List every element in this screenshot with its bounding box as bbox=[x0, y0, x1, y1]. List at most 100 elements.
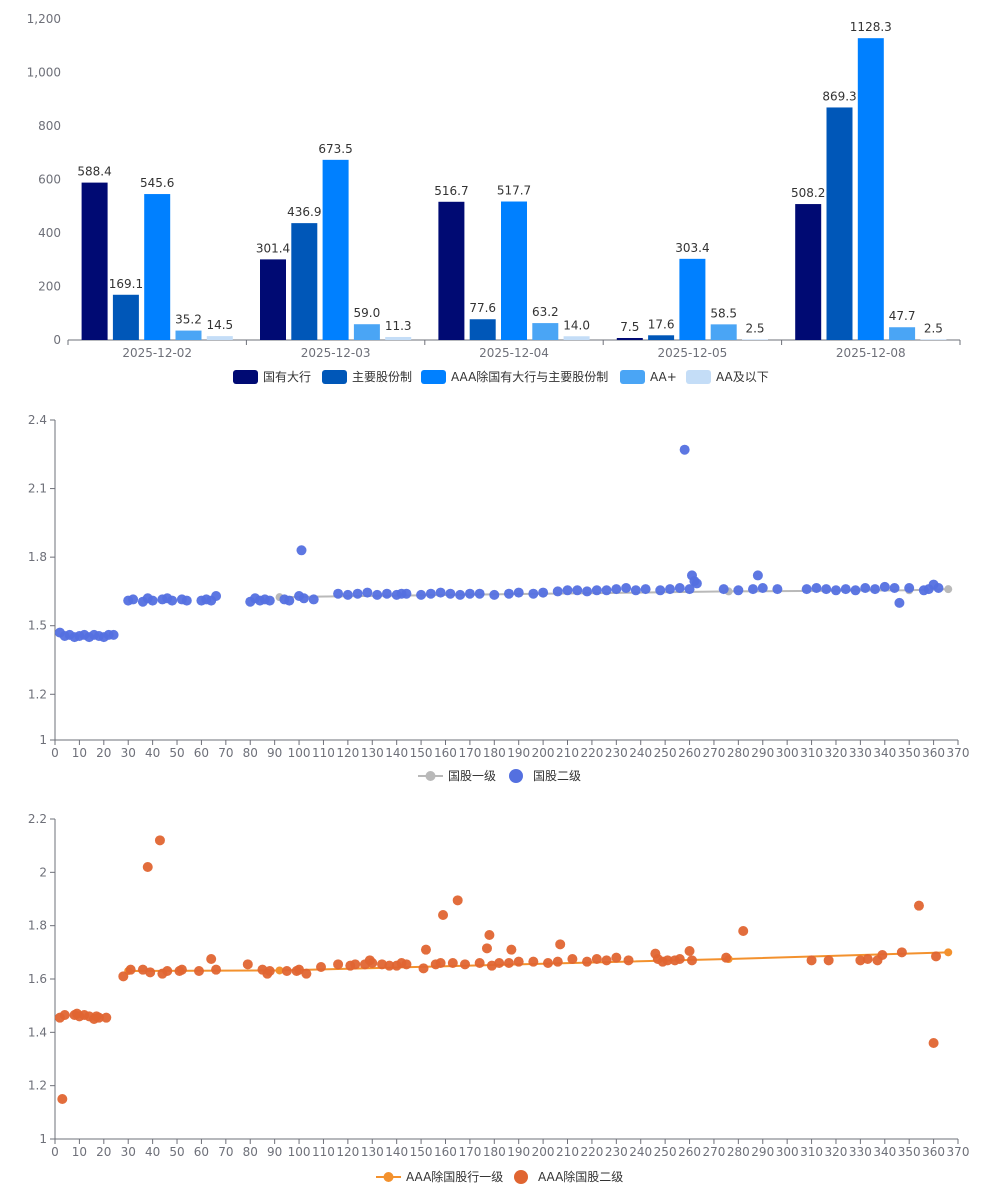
scatter-point bbox=[823, 955, 834, 966]
x-tick-label: 180 bbox=[483, 1145, 506, 1159]
legend-marker bbox=[425, 771, 436, 781]
scatter-point bbox=[665, 584, 676, 595]
x-tick-label: 2025-12-05 bbox=[658, 346, 728, 360]
legend-marker bbox=[383, 1172, 394, 1182]
scatter-point bbox=[452, 895, 463, 906]
x-tick-label: 0 bbox=[51, 746, 59, 760]
scatter-point bbox=[528, 588, 539, 599]
bar-data-label: 545.6 bbox=[140, 176, 174, 190]
y-tick-label: 1.2 bbox=[28, 687, 47, 701]
scatter-point bbox=[538, 587, 549, 598]
x-tick-label: 320 bbox=[825, 1145, 848, 1159]
legend-label: AAA除国股二级 bbox=[538, 1169, 623, 1184]
x-tick-label: 60 bbox=[194, 746, 209, 760]
scatter-point bbox=[591, 585, 602, 596]
x-tick-label: 260 bbox=[678, 1145, 701, 1159]
scatter-point bbox=[435, 587, 446, 598]
bar-data-label: 7.5 bbox=[620, 320, 639, 334]
scatter-point bbox=[118, 971, 129, 982]
bar-data-label: 1128.3 bbox=[850, 20, 892, 34]
x-tick-label: 60 bbox=[194, 1145, 209, 1159]
y-tick-label: 1.8 bbox=[28, 550, 47, 564]
x-tick-label: 30 bbox=[121, 746, 136, 760]
bar-1-2025-12-02 bbox=[81, 182, 108, 340]
x-tick-label: 50 bbox=[169, 746, 184, 760]
scatter-point bbox=[513, 587, 524, 598]
x-tick-label: 140 bbox=[385, 1145, 408, 1159]
legend-label: 国股二级 bbox=[533, 769, 581, 783]
scatter-point bbox=[623, 955, 634, 966]
scatter-point bbox=[757, 583, 768, 593]
scatter-point bbox=[193, 966, 204, 976]
scatter-point bbox=[718, 584, 729, 595]
scatter-point bbox=[662, 955, 673, 966]
bar-1-2025-12-05 bbox=[616, 337, 643, 340]
scatter-point bbox=[167, 595, 178, 606]
x-tick-label: 300 bbox=[776, 746, 799, 760]
bar-data-label: 11.3 bbox=[385, 319, 412, 333]
x-tick-label: 320 bbox=[825, 746, 848, 760]
x-tick-label: 110 bbox=[312, 746, 335, 760]
x-tick-label: 290 bbox=[751, 1145, 774, 1159]
legend-swatch bbox=[620, 370, 645, 384]
scatter-point bbox=[621, 583, 632, 593]
x-tick-label: 200 bbox=[532, 1145, 555, 1159]
x-tick-label: 300 bbox=[776, 1145, 799, 1159]
scatter-point bbox=[503, 958, 514, 968]
x-tick-label: 350 bbox=[898, 1145, 921, 1159]
x-tick-label: 220 bbox=[580, 1145, 603, 1159]
scatter-point bbox=[691, 578, 702, 589]
bar-3-2025-12-05 bbox=[679, 258, 706, 340]
scatter-point bbox=[860, 583, 871, 593]
x-tick-label: 280 bbox=[727, 1145, 750, 1159]
scatter-point bbox=[474, 588, 485, 599]
x-tick-label: 220 bbox=[580, 746, 603, 760]
x-tick-label: 160 bbox=[434, 1145, 457, 1159]
x-tick-label: 170 bbox=[458, 1145, 481, 1159]
scatter-point bbox=[425, 588, 436, 599]
legend-swatch bbox=[233, 370, 258, 384]
y-tick-label: 1.6 bbox=[28, 972, 47, 986]
x-tick-label: 260 bbox=[678, 746, 701, 760]
scatter-point bbox=[59, 1010, 70, 1020]
scatter-point bbox=[679, 444, 690, 455]
scatter-point bbox=[352, 588, 363, 599]
bar-data-label: 35.2 bbox=[175, 313, 202, 327]
trend-point bbox=[944, 948, 953, 957]
scatter-point bbox=[211, 591, 222, 601]
scatter-point bbox=[611, 584, 622, 595]
scatter-point bbox=[445, 588, 456, 599]
x-tick-label: 230 bbox=[605, 1145, 628, 1159]
x-tick-label: 240 bbox=[629, 746, 652, 760]
x-tick-label: 2025-12-04 bbox=[479, 346, 549, 360]
bar-data-label: 63.2 bbox=[532, 305, 559, 319]
scatter-point bbox=[455, 589, 466, 600]
scatter-point bbox=[460, 959, 471, 970]
scatter-point bbox=[542, 958, 553, 968]
scatter-point bbox=[552, 956, 563, 967]
scatter-point bbox=[928, 1038, 939, 1048]
bar-2-2025-12-04 bbox=[469, 319, 496, 340]
x-tick-label: 360 bbox=[922, 1145, 945, 1159]
x-tick-label: 340 bbox=[873, 1145, 896, 1159]
scatter-point bbox=[416, 589, 427, 600]
scatter-point bbox=[372, 589, 383, 600]
scatter-point bbox=[752, 570, 763, 581]
x-tick-label: 70 bbox=[218, 1145, 233, 1159]
x-tick-label: 360 bbox=[922, 746, 945, 760]
bar-data-label: 14.5 bbox=[206, 318, 233, 332]
scatter-point bbox=[294, 964, 305, 975]
scatter-point bbox=[367, 958, 378, 968]
x-tick-label: 330 bbox=[849, 1145, 872, 1159]
scatter-point bbox=[154, 835, 165, 846]
bar-3-2025-12-08 bbox=[857, 38, 884, 340]
bar-5-2025-12-08 bbox=[920, 339, 947, 340]
x-tick-label: 2025-12-02 bbox=[122, 346, 192, 360]
y-tick-label: 1.5 bbox=[28, 619, 47, 633]
bar-data-label: 2.5 bbox=[924, 321, 943, 335]
x-tick-label: 250 bbox=[654, 746, 677, 760]
scatter-point bbox=[264, 595, 275, 606]
scatter-point bbox=[655, 585, 666, 596]
bar-data-label: 508.2 bbox=[791, 186, 825, 200]
y-tick-label: 1 bbox=[39, 1132, 47, 1146]
